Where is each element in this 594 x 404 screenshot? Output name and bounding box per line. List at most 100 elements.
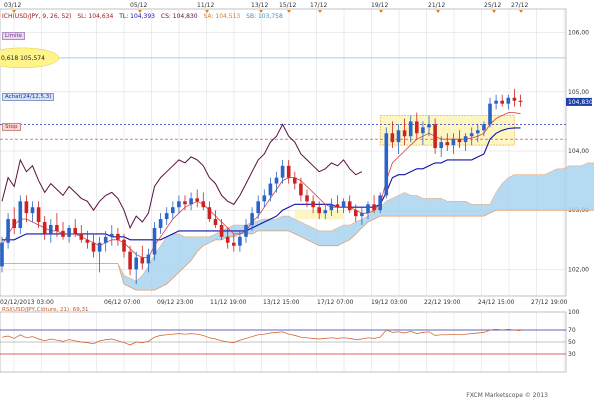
- indicator-legend: ICH(USD/JPY, 9, 26, 52) SL: 104,634 TL: …: [2, 13, 287, 20]
- legend-sb: SB: 103,758: [246, 13, 283, 20]
- bottom-date-label: 27/12 19:00: [531, 299, 568, 306]
- candle-body: [274, 177, 279, 184]
- rsi-tick-label: 30: [568, 351, 576, 358]
- candle-body: [457, 139, 462, 143]
- candle-body: [439, 142, 443, 149]
- limite-label: Limite: [2, 32, 26, 40]
- candle-body: [482, 124, 486, 131]
- candle-body: [183, 201, 187, 205]
- date-marker: [379, 10, 383, 13]
- candle-body: [122, 239, 126, 252]
- legend-sa: SA: 104,513: [203, 13, 241, 20]
- candle-body: [79, 233, 84, 240]
- candle-body: [518, 100, 523, 102]
- legend-cs: CS: 104,830: [160, 13, 198, 20]
- candle-body: [494, 100, 498, 104]
- candle-body: [451, 139, 456, 146]
- candle-body: [207, 207, 212, 220]
- candle-body: [116, 233, 120, 240]
- candle-body: [85, 239, 90, 243]
- y-tick-label: 104,00: [568, 148, 589, 155]
- candle-body: [152, 227, 157, 255]
- achat-label: Achat(24/12,5,3): [2, 93, 55, 101]
- rsi-tick-label: 70: [568, 327, 576, 334]
- top-axis: [12, 10, 523, 13]
- candle-body: [24, 201, 29, 214]
- candle-body: [396, 130, 401, 143]
- date-marker: [492, 10, 496, 13]
- candle-body: [378, 195, 382, 211]
- y-tick-label: 103,00: [568, 207, 589, 214]
- fib-highlight: [0, 47, 60, 69]
- ichimoku-cloud: [2, 162, 594, 291]
- top-date-label: 05/12: [130, 2, 147, 9]
- footer-watermark: FXCM Marketscope © 2013: [466, 392, 548, 399]
- top-date-label: 17/12: [310, 2, 327, 9]
- candle-body: [463, 136, 468, 143]
- candle-body: [445, 142, 450, 146]
- candle-body: [12, 219, 16, 228]
- bottom-date-label: 02/12/2013 03:00: [0, 299, 54, 306]
- candles: [0, 88, 523, 285]
- candle-body: [0, 242, 4, 267]
- candle-body: [488, 103, 492, 125]
- y-tick-label: 106,00: [568, 30, 589, 37]
- bottom-date-label: 24/12 15:00: [478, 299, 515, 306]
- candle-body: [97, 242, 102, 252]
- kijun-line: [2, 127, 521, 241]
- candle-body: [415, 121, 419, 134]
- senkou-b-line: [2, 209, 594, 291]
- candle-body: [280, 165, 285, 178]
- bottom-date-label: 11/12 19:00: [210, 299, 247, 306]
- candle-body: [366, 204, 370, 214]
- date-marker: [318, 10, 322, 13]
- fib-label: 0,618 105,574: [1, 55, 45, 62]
- bottom-date-label: 06/12 07:00: [104, 299, 141, 306]
- candle-body: [293, 177, 297, 184]
- rsi-label: RSI(USD/JPY,Clôture, 21): 69,31: [2, 307, 89, 313]
- top-date-label: 21/12: [428, 2, 445, 9]
- candle-body: [421, 127, 425, 134]
- top-date-label: 25/12: [484, 2, 501, 9]
- bottom-date-label: 13/12 15:00: [263, 299, 300, 306]
- candle-body: [36, 207, 41, 223]
- top-date-label: 13/12: [251, 2, 268, 9]
- candle-body: [341, 201, 346, 208]
- candle-body: [329, 204, 334, 211]
- candle-body: [347, 201, 352, 211]
- candle-body: [433, 124, 437, 149]
- candle-body: [317, 207, 321, 214]
- candle-body: [225, 236, 230, 243]
- candle-body: [506, 97, 511, 104]
- bottom-date-label: 19/12 03:00: [371, 299, 408, 306]
- legend-sl: SL: 104,634: [77, 13, 114, 20]
- stop-label: Stop: [2, 123, 21, 131]
- candle-body: [360, 213, 364, 217]
- candle-body: [500, 100, 504, 104]
- candle-body: [171, 207, 175, 214]
- top-date-label: 03/12: [4, 2, 21, 9]
- candle-body: [256, 201, 260, 214]
- y-tick-label: 102,00: [568, 266, 589, 273]
- candle-body: [18, 201, 23, 228]
- candle-body: [201, 201, 206, 208]
- candle-body: [335, 204, 340, 208]
- candle-body: [128, 251, 132, 270]
- candle-body: [213, 219, 218, 225]
- legend-tl: TL: 104,393: [119, 13, 155, 20]
- candle-body: [55, 224, 59, 231]
- candle-body: [299, 183, 303, 196]
- candle-body: [158, 219, 163, 228]
- candle-body: [323, 210, 328, 214]
- candle-body: [427, 124, 431, 128]
- candle-body: [61, 230, 65, 237]
- rsi-tick-label: 100: [568, 309, 580, 316]
- candle-body: [30, 207, 35, 214]
- candle-body: [372, 204, 376, 211]
- date-marker: [205, 10, 209, 13]
- top-date-label: 19/12: [371, 2, 388, 9]
- date-marker: [138, 10, 142, 13]
- candle-body: [146, 254, 151, 264]
